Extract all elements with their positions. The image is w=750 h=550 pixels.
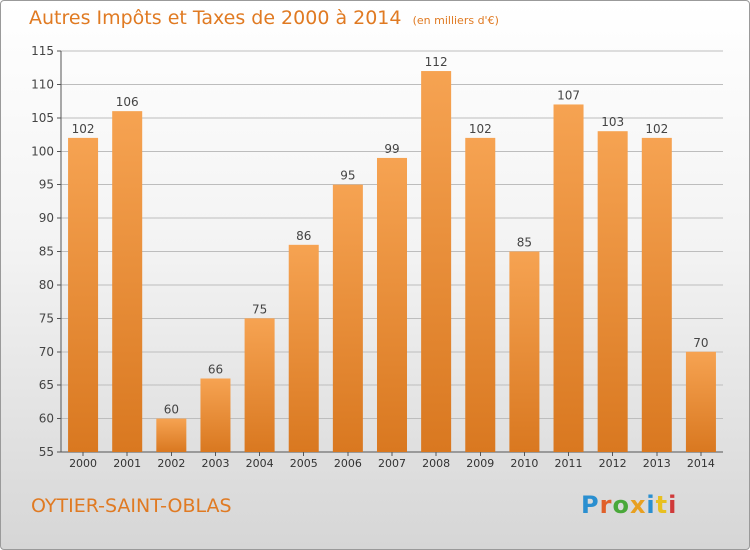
x-tick-label: 2011 bbox=[555, 457, 583, 470]
y-tick-label: 85 bbox=[39, 245, 54, 259]
y-tick-label: 115 bbox=[31, 44, 54, 58]
bar-2004 bbox=[244, 318, 275, 452]
logo-letter: i bbox=[646, 491, 656, 519]
proxiti-logo: Proxiti bbox=[581, 491, 677, 519]
bar-value-label: 95 bbox=[340, 169, 355, 183]
bar-value-label: 99 bbox=[384, 142, 399, 156]
x-tick-label: 2007 bbox=[378, 457, 406, 470]
y-tick-label: 100 bbox=[31, 144, 54, 158]
bar-2011 bbox=[553, 104, 584, 452]
bar-value-label: 102 bbox=[645, 122, 668, 136]
bars bbox=[68, 71, 716, 453]
bar-2010 bbox=[509, 251, 540, 452]
x-tick-label: 2006 bbox=[334, 457, 362, 470]
x-tick-label: 2014 bbox=[687, 457, 715, 470]
y-tick-label: 80 bbox=[39, 278, 54, 292]
logo-letter: i bbox=[668, 491, 678, 519]
bar-value-label: 85 bbox=[517, 236, 532, 250]
bar-value-label: 75 bbox=[252, 302, 267, 316]
logo-letter: r bbox=[599, 491, 613, 519]
bar-value-label: 112 bbox=[425, 55, 448, 69]
data-labels: 102 106 60 66 75 86 95 99 112 102 85 107 103 102 70 bbox=[72, 55, 709, 417]
x-tick-label: 2012 bbox=[599, 457, 627, 470]
y-tick-label: 110 bbox=[31, 77, 54, 91]
y-tick-label: 55 bbox=[39, 445, 54, 459]
chart-title: Autres Impôts et Taxes de 2000 à 2014 bbox=[29, 7, 402, 29]
x-tick-label: 2004 bbox=[246, 457, 274, 470]
x-tick-label: 2013 bbox=[643, 457, 671, 470]
bar-value-label: 66 bbox=[208, 362, 223, 376]
commune-name: OYTIER-SAINT-OBLAS bbox=[31, 495, 232, 517]
bar-2003 bbox=[200, 378, 231, 452]
y-tick-label: 90 bbox=[39, 211, 54, 225]
bar-value-label: 103 bbox=[601, 115, 624, 129]
bar-2012 bbox=[597, 131, 628, 452]
bar-2000 bbox=[68, 137, 99, 452]
y-tick-label: 70 bbox=[39, 345, 54, 359]
x-tick-label: 2010 bbox=[510, 457, 538, 470]
bar-value-label: 70 bbox=[693, 336, 708, 350]
bar-value-label: 86 bbox=[296, 229, 311, 243]
bar-value-label: 106 bbox=[116, 95, 139, 109]
y-tick-label: 95 bbox=[39, 178, 54, 192]
logo-letter: t bbox=[655, 491, 669, 519]
title-row: Autres Impôts et Taxes de 2000 à 2014 (e… bbox=[29, 7, 499, 29]
bar-2013 bbox=[641, 137, 672, 452]
x-tick-label: 2001 bbox=[113, 457, 141, 470]
y-tick-label: 60 bbox=[39, 412, 54, 426]
bar-2001 bbox=[112, 111, 143, 453]
x-tick-label: 2008 bbox=[422, 457, 450, 470]
x-tick-label: 2002 bbox=[157, 457, 185, 470]
logo-letter: x bbox=[629, 491, 647, 519]
bar-2007 bbox=[376, 157, 408, 452]
y-tick-label: 75 bbox=[39, 311, 54, 325]
chart-subtitle: (en milliers d'€) bbox=[412, 14, 499, 27]
bar-value-label: 102 bbox=[72, 122, 95, 136]
bar-value-label: 60 bbox=[164, 403, 179, 417]
bar-value-label: 102 bbox=[469, 122, 492, 136]
axes: 55 60 65 70 75 80 85 90 95 100 105 110 115 2000 2001 20… bbox=[31, 44, 723, 470]
bar-value-label: 107 bbox=[557, 88, 580, 102]
bar-2008 bbox=[421, 71, 452, 453]
bar-2005 bbox=[288, 244, 319, 452]
logo-letter: P bbox=[581, 491, 600, 519]
bar-2002 bbox=[156, 418, 187, 452]
logo-letter: o bbox=[612, 491, 630, 519]
y-tick-label: 65 bbox=[39, 378, 54, 392]
x-tick-label: 2009 bbox=[466, 457, 494, 470]
x-tick-label: 2005 bbox=[290, 457, 318, 470]
x-tick-label: 2003 bbox=[201, 457, 229, 470]
bar-2014 bbox=[685, 351, 716, 452]
bar-2009 bbox=[465, 137, 496, 452]
bar-2006 bbox=[332, 184, 363, 452]
y-tick-label: 105 bbox=[31, 111, 54, 125]
x-tick-label: 2000 bbox=[69, 457, 97, 470]
